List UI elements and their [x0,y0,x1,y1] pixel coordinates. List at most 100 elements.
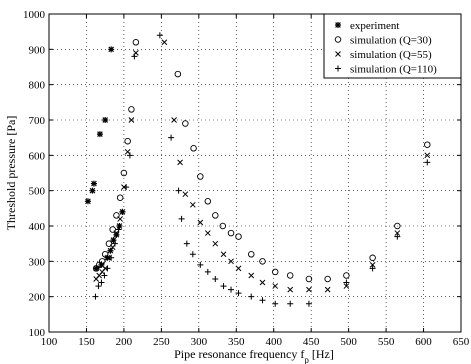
plus-marker-shape [156,32,163,39]
data-point [98,279,105,286]
plus-marker-shape [220,283,227,290]
data-point [123,184,130,191]
plus-marker-shape [424,159,431,166]
circle-marker-shape [334,36,342,43]
data-point [101,251,109,258]
x-tick-label: 550 [378,336,395,348]
legend-entry: simulation (Q=55) [335,49,432,61]
circle-marker-shape [120,169,128,177]
plus-marker-shape [335,65,341,72]
asterisk-marker-shape [107,247,114,254]
data-point [98,261,105,268]
data-point [248,293,255,300]
circle-marker-shape [227,229,235,237]
data-point [189,201,196,208]
data-point [183,240,190,247]
x-marker-shape [235,265,242,272]
data-point [107,247,114,254]
x-tick-label: 500 [340,336,357,348]
circle-marker-shape [212,212,219,219]
data-point [204,268,211,275]
data-point [369,254,376,262]
x-tick-label: 250 [153,336,170,348]
x-tick-label: 200 [116,336,133,348]
data-point [287,300,294,307]
circle-marker-shape [204,198,212,205]
data-point [128,106,135,113]
legend: experiment simulation (Q=30) simulation (Q… [323,13,462,79]
circle-marker-shape [124,137,131,145]
data-point [220,251,227,258]
data-point [113,212,120,219]
y-tick-label: 700 [29,115,46,127]
asterisk-marker-shape [335,22,341,28]
legend-entry: simulation (Q=110) [335,64,437,76]
legend-entry: simulation (Q=30) [334,35,432,47]
data-point [394,222,401,230]
x-marker-shape [113,230,120,236]
data-point [177,159,183,166]
data-point [324,286,331,293]
circle-marker-shape [286,272,294,279]
data-point [102,117,109,123]
x-marker-shape [109,244,116,251]
data-point [93,265,100,272]
legend-entries: experiment simulation (Q=30) simulation (Q… [334,20,437,76]
data-point [212,240,219,247]
circle-marker-shape [109,226,116,233]
x-marker-shape [212,240,219,247]
circle-marker-shape [235,233,242,240]
data-point [286,272,294,279]
y-tick-label: 800 [29,80,46,92]
plus-marker-shape [305,300,312,307]
plus-marker-shape [115,226,122,233]
legend-marker [335,51,341,57]
data-point [305,300,312,307]
legend-label: experiment [350,20,399,32]
legend-marker [335,65,341,72]
data-point [220,283,227,290]
series-2 [93,39,431,293]
circle-marker-shape [324,275,331,283]
plus-marker-shape [95,283,102,290]
plus-marker-shape [369,265,376,272]
circle-marker-shape [424,141,431,148]
data-point [189,251,196,258]
x-tick-label: 450 [303,336,320,348]
data-point [161,39,168,46]
plus-marker-shape [287,300,294,307]
plus-marker-shape [104,265,111,272]
x-marker-shape [204,230,211,236]
data-point [98,258,106,265]
asterisk-marker-shape [102,117,109,123]
data-point [178,215,185,222]
circle-marker-shape [343,272,350,279]
circle-marker-shape [394,222,401,230]
data-point [110,237,117,244]
data-point [228,258,234,265]
data-point [424,152,431,159]
y-tick-label: 500 [29,186,46,198]
circle-marker-shape [101,251,109,258]
plus-marker-shape [189,251,196,258]
legend-label: simulation (Q=110) [350,64,437,76]
plus-marker-shape [235,290,242,297]
x-marker-shape [343,283,350,289]
x-marker-shape [369,262,376,268]
data-point [219,222,227,230]
x-marker-shape [197,219,204,226]
data-point [119,208,126,215]
plus-marker-shape [175,187,182,194]
circle-marker-shape [105,240,113,247]
data-point [235,290,242,297]
data-point [324,275,331,283]
x-marker-shape [128,117,135,123]
legend-entry: experiment [335,20,399,32]
data-point [306,286,312,293]
plus-marker-shape [126,152,133,159]
data-point [305,275,313,283]
data-point [104,265,111,272]
legend-marker [334,36,342,43]
data-point [168,134,175,141]
